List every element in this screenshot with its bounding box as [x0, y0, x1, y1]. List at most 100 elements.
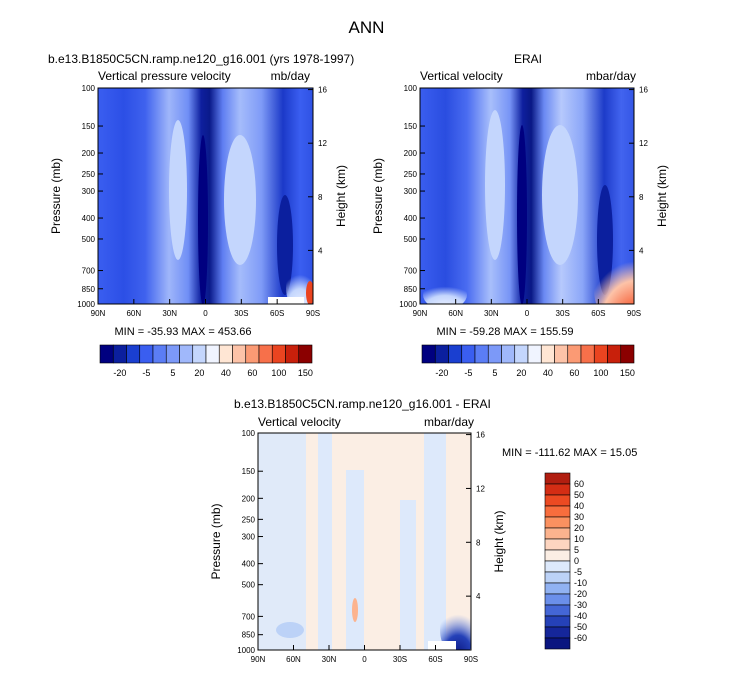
- colorbar-label: -50: [574, 622, 587, 632]
- x-tick-label: 90S: [306, 309, 320, 318]
- colorbar-label: -60: [574, 633, 587, 643]
- y-tick-label: 150: [404, 122, 418, 131]
- model-units-label: mb/day: [270, 69, 310, 83]
- y2-axis-title: Height (km): [334, 165, 348, 227]
- model-stats: MIN = -35.93 MAX = 453.66: [114, 326, 252, 338]
- colorbar-label: 100: [271, 368, 286, 378]
- colorbar-swatch: [421, 344, 436, 364]
- x-tick-label: 60N: [286, 655, 301, 664]
- colorbar-swatch: [527, 344, 542, 364]
- colorbar-swatch: [544, 582, 571, 595]
- colorbar-swatch: [474, 344, 489, 364]
- model-field-mask: [268, 297, 304, 304]
- x-tick-label: 0: [203, 309, 208, 318]
- y-axis-title: Pressure (mb): [49, 158, 63, 234]
- colorbar-swatch: [607, 344, 622, 364]
- x-tick-label: 30N: [484, 309, 499, 318]
- model-colorbar: -20 -5 5 20 40 60 100 150: [99, 344, 313, 378]
- y-tick-label: 1000: [77, 300, 95, 309]
- model-field-feature: [198, 135, 208, 304]
- colorbar-swatch: [126, 344, 141, 364]
- diff-field-mask: [428, 641, 456, 650]
- colorbar-swatch: [554, 344, 569, 364]
- y-tick-label: 250: [404, 170, 418, 179]
- colorbar-swatch: [567, 344, 582, 364]
- y2-tick-label: 16: [476, 431, 485, 440]
- colorbar-swatch: [434, 344, 449, 364]
- colorbar-swatch: [245, 344, 260, 364]
- y-axis-title: Pressure (mb): [209, 503, 223, 579]
- x-tick-label: 60S: [428, 655, 442, 664]
- colorbar-label: 150: [298, 368, 313, 378]
- colorbar-swatch: [205, 344, 220, 364]
- diff-field-feature: [346, 470, 364, 650]
- y2-tick-label: 12: [318, 139, 327, 148]
- y2-tick-label: 12: [476, 484, 485, 493]
- x-tick-label: 0: [525, 309, 530, 318]
- colorbar-swatch: [271, 344, 286, 364]
- obs-variable-label: Vertical velocity: [420, 69, 503, 83]
- colorbar-swatch: [192, 344, 207, 364]
- colorbar-label: -20: [435, 368, 448, 378]
- model-field-feature: [277, 195, 293, 295]
- y2-axis-title: Height (km): [492, 510, 506, 572]
- model-field-feature: [224, 135, 256, 265]
- colorbar-label: 60: [574, 479, 584, 489]
- obs-colorbar: -20 -5 5 20 40 60 100 150: [421, 344, 635, 378]
- colorbar-swatch: [514, 344, 529, 364]
- colorbar-swatch: [544, 604, 571, 617]
- colorbar-swatch: [580, 344, 595, 364]
- x-tick-label: 60S: [591, 309, 605, 318]
- colorbar-swatch: [461, 344, 476, 364]
- colorbar-swatch: [487, 344, 502, 364]
- colorbar-swatch: [112, 344, 127, 364]
- x-tick-label: 90N: [91, 309, 106, 318]
- obs-contour-field: [420, 88, 634, 304]
- x-tick-label: 90N: [251, 655, 266, 664]
- y-tick-label: 700: [242, 612, 256, 621]
- model-axes: 100 150 200 250 300 400 500 700 850 1000 16 12 8 4 90N…: [49, 84, 348, 318]
- colorbar-swatch: [285, 344, 300, 364]
- y2-tick-label: 4: [476, 592, 481, 601]
- colorbar-swatch: [544, 494, 571, 507]
- model-field-feature: [306, 281, 313, 304]
- x-tick-label: 30S: [234, 309, 248, 318]
- y2-tick-label: 8: [639, 193, 644, 202]
- obs-panel-title: ERAI: [513, 52, 542, 66]
- obs-field-feature: [485, 110, 505, 260]
- diff-panel-title: b.e13.B1850C5CN.ramp.ne120_g16.001 - ERA…: [234, 397, 491, 411]
- diff-field-feature: [440, 604, 471, 650]
- obs-field-feature: [542, 125, 578, 265]
- colorbar-label: -5: [142, 368, 150, 378]
- colorbar-swatch: [448, 344, 463, 364]
- colorbar-swatch: [544, 626, 571, 639]
- y2-tick-label: 8: [318, 193, 323, 202]
- colorbar-swatch: [501, 344, 516, 364]
- diff-field-feature: [276, 622, 304, 638]
- y-tick-label: 700: [404, 267, 418, 276]
- colorbar-swatch: [593, 344, 608, 364]
- colorbar-swatch: [544, 472, 571, 485]
- diff-field-feature: [258, 433, 306, 650]
- y-tick-label: 500: [404, 235, 418, 244]
- colorbar-label: 20: [194, 368, 204, 378]
- y2-tick-label: 16: [639, 86, 648, 95]
- colorbar-label: 0: [574, 556, 579, 566]
- colorbar-label: 150: [620, 368, 635, 378]
- diff-stats: MIN = -111.62 MAX = 15.05: [502, 447, 638, 459]
- colorbar-swatch: [544, 538, 571, 551]
- model-field-feature: [169, 120, 187, 260]
- diff-field-feature: [318, 433, 332, 650]
- colorbar-swatch: [298, 344, 313, 364]
- y-tick-label: 150: [82, 122, 96, 131]
- colorbar-swatch: [99, 344, 114, 364]
- x-tick-label: 90S: [464, 655, 478, 664]
- obs-field-feature: [594, 254, 634, 304]
- x-tick-label: 60S: [270, 309, 284, 318]
- colorbar-label: 5: [574, 545, 579, 555]
- y-tick-label: 300: [404, 187, 418, 196]
- y-tick-label: 1000: [399, 300, 417, 309]
- x-tick-label: 30S: [393, 655, 407, 664]
- y-tick-label: 850: [404, 285, 418, 294]
